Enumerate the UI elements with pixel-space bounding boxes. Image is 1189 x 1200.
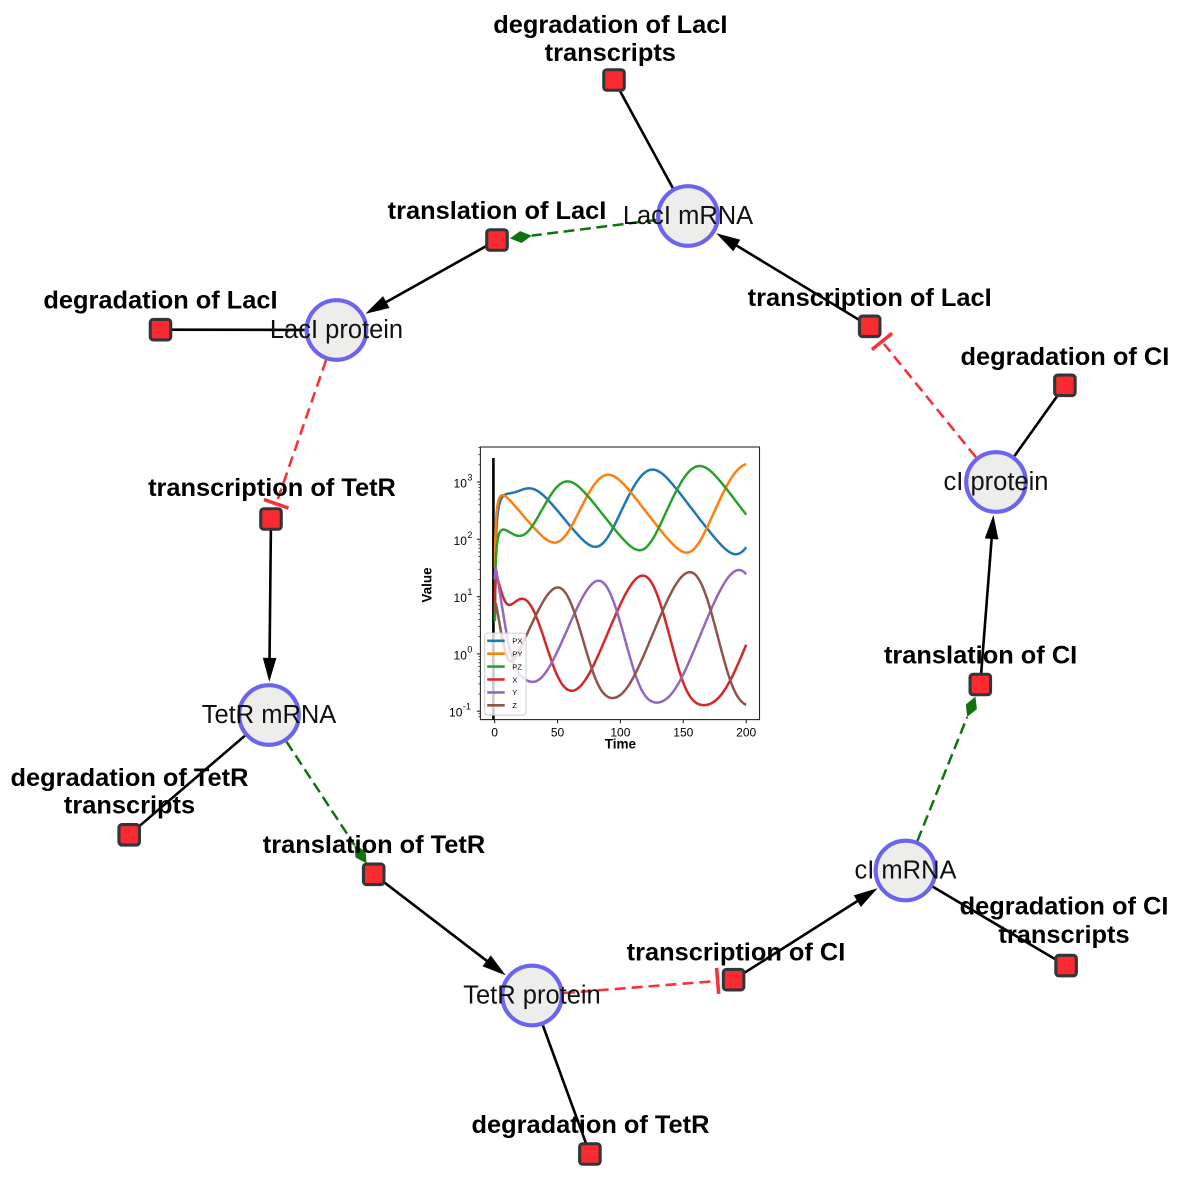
svg-text:degradation of TetR: degradation of TetR: [11, 764, 249, 792]
svg-text:degradation of CI: degradation of CI: [960, 892, 1169, 920]
svg-text:PX: PX: [512, 637, 522, 646]
svg-text:transcripts: transcripts: [998, 921, 1129, 949]
svg-text:translation of CI: translation of CI: [884, 642, 1077, 670]
svg-text:PZ: PZ: [512, 662, 522, 671]
svg-text:Y: Y: [512, 688, 517, 697]
svg-text:translation of LacI: translation of LacI: [388, 197, 607, 225]
svg-text:100: 100: [610, 726, 630, 740]
svg-text:200: 200: [736, 726, 756, 740]
svg-text:LacI protein: LacI protein: [270, 316, 403, 344]
svg-text:10: 10: [454, 477, 468, 491]
svg-text:1: 1: [467, 587, 472, 597]
svg-text:3: 3: [467, 473, 472, 483]
svg-text:2: 2: [467, 530, 472, 540]
svg-text:Z: Z: [512, 701, 517, 710]
svg-text:TetR mRNA: TetR mRNA: [202, 701, 337, 729]
svg-text:LacI mRNA: LacI mRNA: [623, 202, 753, 230]
svg-text:Value: Value: [419, 567, 434, 603]
svg-text:0: 0: [467, 644, 472, 654]
svg-text:degradation of LacI: degradation of LacI: [493, 11, 727, 39]
svg-text:10: 10: [454, 591, 468, 605]
svg-text:transcription of LacI: transcription of LacI: [748, 284, 992, 312]
svg-text:PY: PY: [512, 650, 522, 659]
svg-text:degradation of CI: degradation of CI: [961, 343, 1170, 371]
svg-text:transcription of TetR: transcription of TetR: [148, 474, 396, 502]
svg-text:X: X: [512, 675, 517, 684]
svg-text:50: 50: [551, 726, 565, 740]
svg-text:150: 150: [673, 726, 693, 740]
svg-text:0: 0: [491, 726, 498, 740]
svg-text:Time: Time: [605, 737, 637, 752]
svg-text:-1: -1: [463, 702, 471, 712]
svg-text:TetR protein: TetR protein: [463, 982, 601, 1010]
svg-text:transcripts: transcripts: [545, 39, 676, 67]
svg-text:10: 10: [454, 648, 468, 662]
svg-text:cI protein: cI protein: [944, 468, 1049, 496]
svg-text:transcription of CI: transcription of CI: [627, 939, 846, 967]
svg-text:transcripts: transcripts: [64, 792, 195, 820]
svg-text:10: 10: [449, 706, 463, 720]
svg-text:10: 10: [454, 534, 468, 548]
svg-text:degradation of TetR: degradation of TetR: [472, 1111, 710, 1139]
svg-text:cI mRNA: cI mRNA: [855, 857, 957, 885]
svg-text:degradation of LacI: degradation of LacI: [43, 287, 277, 315]
svg-text:translation of TetR: translation of TetR: [263, 831, 485, 859]
